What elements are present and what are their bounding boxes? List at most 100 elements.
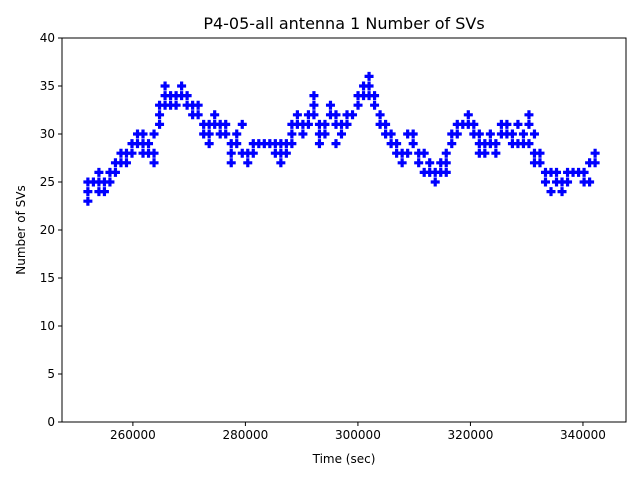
data-point — [287, 139, 297, 149]
data-points — [83, 71, 600, 206]
data-point — [502, 119, 512, 129]
data-point — [480, 148, 490, 158]
data-point — [204, 119, 214, 129]
data-point — [270, 139, 280, 149]
data-point — [138, 139, 148, 149]
data-point — [524, 119, 534, 129]
data-point — [237, 119, 247, 129]
data-point — [254, 139, 264, 149]
data-point — [375, 119, 385, 129]
data-point — [529, 148, 539, 158]
data-point — [535, 148, 545, 158]
data-point — [491, 139, 501, 149]
data-point — [381, 119, 391, 129]
data-point — [325, 100, 335, 110]
data-point — [331, 119, 341, 129]
x-axis-ticks: 260000 280000 300000 320000 340000 — [110, 422, 606, 442]
data-point — [392, 139, 402, 149]
data-point — [199, 119, 209, 129]
data-point — [518, 129, 528, 139]
data-point — [342, 110, 352, 120]
y-tick-label: 15 — [40, 271, 55, 285]
data-point — [364, 71, 374, 81]
data-point — [331, 139, 341, 149]
data-point — [370, 91, 380, 101]
data-point — [121, 158, 131, 168]
data-point — [579, 167, 589, 177]
data-point — [309, 91, 319, 101]
data-point — [177, 91, 187, 101]
data-point — [436, 158, 446, 168]
data-point — [480, 139, 490, 149]
data-point — [160, 91, 170, 101]
data-point — [314, 129, 324, 139]
data-point — [563, 167, 573, 177]
data-point — [386, 129, 396, 139]
data-point — [529, 129, 539, 139]
data-point — [155, 110, 165, 120]
y-axis-ticks: 0 5 10 15 20 25 30 35 40 — [40, 31, 62, 429]
y-axis-label: Number of SVs — [14, 185, 28, 274]
data-point — [188, 110, 198, 120]
data-point — [381, 129, 391, 139]
data-point — [226, 139, 236, 149]
data-point — [513, 139, 523, 149]
data-point — [193, 100, 203, 110]
data-point — [116, 158, 126, 168]
data-point — [447, 139, 457, 149]
y-tick-label: 10 — [40, 319, 55, 333]
data-point — [590, 148, 600, 158]
data-point — [507, 129, 517, 139]
data-point — [116, 148, 126, 158]
data-point — [133, 139, 143, 149]
data-point — [359, 81, 369, 91]
data-point — [469, 129, 479, 139]
data-point — [160, 81, 170, 91]
data-point — [557, 187, 567, 197]
data-point — [215, 129, 225, 139]
data-point — [414, 148, 424, 158]
y-tick-label: 35 — [40, 79, 55, 93]
x-tick-label: 260000 — [110, 428, 156, 442]
data-point — [248, 148, 258, 158]
data-point — [188, 100, 198, 110]
data-point — [221, 129, 231, 139]
data-point — [182, 100, 192, 110]
data-point — [397, 158, 407, 168]
data-point — [276, 158, 286, 168]
data-point — [292, 110, 302, 120]
data-point — [226, 148, 236, 158]
data-point — [281, 139, 291, 149]
data-point — [546, 167, 556, 177]
data-point — [386, 139, 396, 149]
data-point — [447, 129, 457, 139]
data-point — [204, 139, 214, 149]
data-point — [441, 158, 451, 168]
data-point — [314, 139, 324, 149]
data-point — [502, 129, 512, 139]
data-point — [276, 148, 286, 158]
data-point — [303, 119, 313, 129]
data-point — [452, 129, 462, 139]
data-point — [105, 167, 115, 177]
data-point — [138, 129, 148, 139]
data-point — [309, 100, 319, 110]
data-point — [83, 177, 93, 187]
data-point — [469, 119, 479, 129]
y-tick-label: 30 — [40, 127, 55, 141]
data-point — [436, 167, 446, 177]
data-point — [99, 177, 109, 187]
data-point — [144, 148, 154, 158]
data-point — [474, 139, 484, 149]
data-point — [524, 110, 534, 120]
y-tick-label: 25 — [40, 175, 55, 189]
data-point — [138, 148, 148, 158]
data-point — [210, 119, 220, 129]
data-point — [392, 148, 402, 158]
data-point — [353, 91, 363, 101]
data-point — [144, 139, 154, 149]
data-point — [563, 177, 573, 187]
data-point — [419, 148, 429, 158]
data-point — [325, 110, 335, 120]
